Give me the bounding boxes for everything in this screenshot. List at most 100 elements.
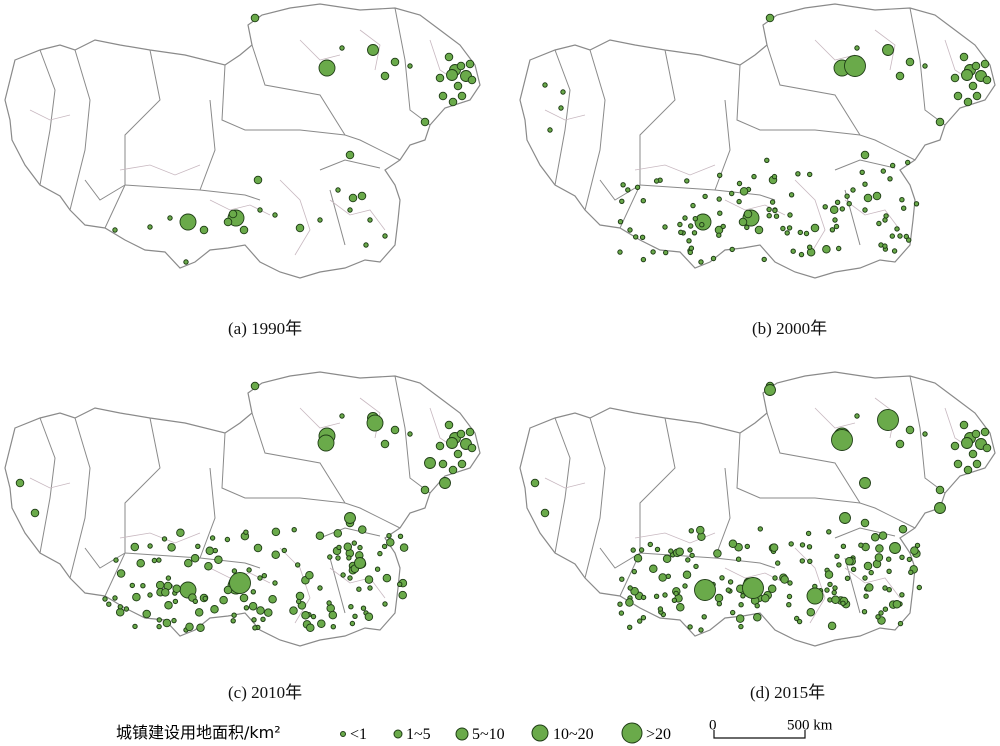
town-circle xyxy=(129,582,136,589)
town-circle xyxy=(795,171,801,177)
town-circle xyxy=(684,178,690,184)
town-circle xyxy=(668,548,674,554)
town-circle xyxy=(862,575,868,581)
town-circle xyxy=(345,150,355,160)
town-circle xyxy=(831,595,840,604)
town-circle xyxy=(840,600,846,607)
town-circle xyxy=(797,229,803,236)
town-circle xyxy=(877,409,899,431)
town-circle xyxy=(617,219,624,225)
legend-label-1-5: 1~5 xyxy=(406,726,431,743)
province-boundary xyxy=(736,432,916,529)
town-circle xyxy=(689,552,695,559)
town-circle xyxy=(327,554,333,560)
town-circle xyxy=(959,420,969,430)
town-circle xyxy=(665,573,672,580)
town-circle xyxy=(617,249,623,255)
town-circle xyxy=(905,57,915,67)
town-circle xyxy=(363,242,369,248)
town-circle xyxy=(15,478,25,488)
town-circle xyxy=(239,225,249,235)
town-circle xyxy=(354,557,366,569)
town-circle xyxy=(333,529,343,538)
town-circle xyxy=(637,618,643,624)
province-boundary xyxy=(319,159,381,171)
town-circle xyxy=(224,536,231,543)
town-circle xyxy=(542,82,548,88)
town-circle xyxy=(863,193,873,203)
town-circle xyxy=(164,601,173,610)
town-circle xyxy=(132,623,138,630)
town-circle xyxy=(250,381,260,391)
county-boundary xyxy=(794,547,826,624)
town-circle xyxy=(788,192,795,198)
town-circle xyxy=(878,610,884,616)
town-circle xyxy=(688,528,695,534)
town-circle xyxy=(435,73,445,83)
town-circle xyxy=(742,577,764,599)
town-circle xyxy=(630,586,639,596)
town-circle xyxy=(448,465,458,475)
scale-end: 500 km xyxy=(787,718,833,734)
town-circle xyxy=(780,575,789,584)
town-circle xyxy=(653,178,660,184)
town-circle xyxy=(102,596,108,602)
legend-graphics: 城镇建设用地面积/km² <1 1~5 5~10 10~20 >20 0 500… xyxy=(116,718,833,744)
town-circle xyxy=(953,91,963,101)
town-circle xyxy=(117,604,124,610)
town-circle xyxy=(898,524,908,534)
town-circle xyxy=(772,207,778,214)
town-circle xyxy=(112,595,118,601)
town-circle xyxy=(844,55,866,77)
province-boundary xyxy=(69,49,91,211)
town-circle xyxy=(448,97,458,107)
town-circle xyxy=(822,245,831,254)
town-circle xyxy=(246,567,252,573)
province-boundary xyxy=(584,417,606,579)
town-circle xyxy=(390,425,400,435)
town-circle xyxy=(675,547,684,556)
province-boundary xyxy=(554,417,571,554)
town-circle xyxy=(253,543,263,553)
town-circle xyxy=(688,223,694,229)
town-circle xyxy=(859,169,865,176)
town-circle xyxy=(184,558,193,568)
town-circle xyxy=(638,547,645,553)
town-circle xyxy=(922,431,928,437)
province-boundary xyxy=(221,432,401,529)
map-2015 xyxy=(519,371,996,647)
town-circle xyxy=(654,546,661,553)
town-circle xyxy=(251,617,257,623)
town-circle xyxy=(631,568,638,575)
town-circle xyxy=(796,618,803,625)
town-circle xyxy=(961,437,973,449)
town-circle xyxy=(716,196,722,202)
town-circle xyxy=(863,593,869,599)
town-circle xyxy=(787,212,793,218)
town-circle xyxy=(228,209,238,219)
region-outline xyxy=(4,371,481,647)
town-circle xyxy=(694,579,716,601)
town-circle xyxy=(625,187,631,193)
caption-1990: (a) 1990年 xyxy=(228,319,303,338)
town-circle xyxy=(367,585,373,591)
town-circle xyxy=(744,543,751,550)
town-circle xyxy=(257,207,263,213)
town-circle xyxy=(271,550,280,559)
town-circle xyxy=(212,547,219,554)
town-circle xyxy=(647,541,654,548)
town-circle xyxy=(916,584,922,591)
town-circle xyxy=(872,191,882,201)
town-circle xyxy=(799,558,805,564)
town-circle xyxy=(634,184,641,191)
town-circle xyxy=(982,443,992,453)
town-circle xyxy=(116,569,126,578)
town-circle xyxy=(773,213,780,219)
town-circle xyxy=(330,624,336,630)
town-circle xyxy=(161,536,168,542)
town-circle xyxy=(788,541,794,547)
town-circle xyxy=(807,171,813,178)
town-circle xyxy=(639,234,646,241)
town-circle xyxy=(195,543,201,550)
town-circle xyxy=(862,207,868,213)
